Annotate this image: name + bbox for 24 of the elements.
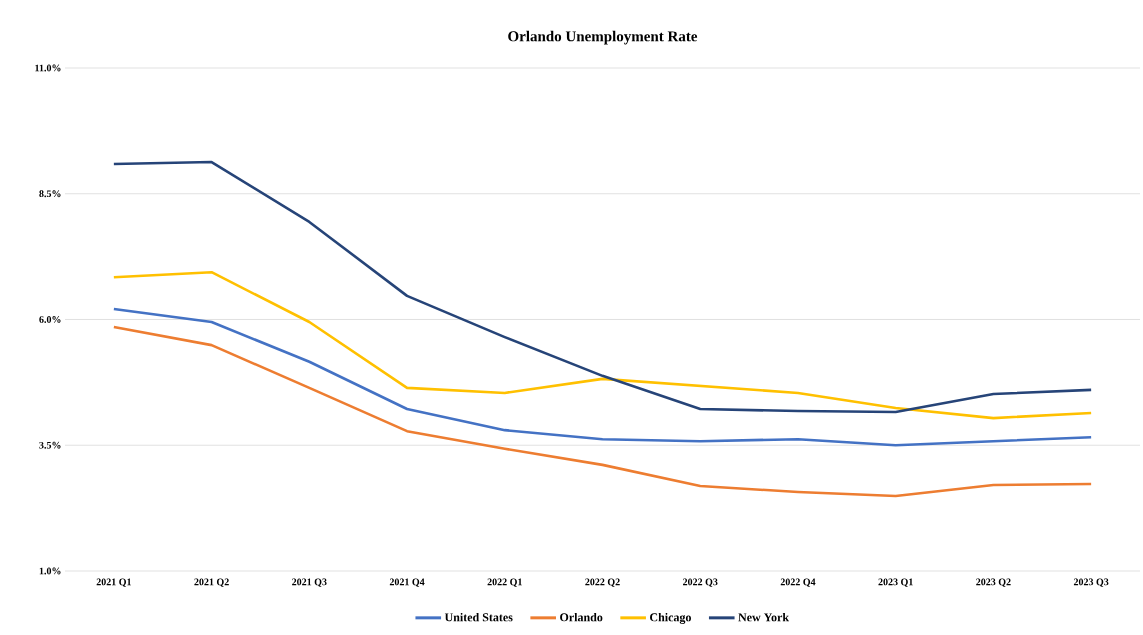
y-tick-label: 11.0% [35,64,61,72]
legend-label: Orlando [560,612,603,622]
x-tick-label: 2021 Q4 [389,578,425,587]
x-tick-label: 2022 Q3 [683,578,718,587]
x-tick-label: 2023 Q2 [976,578,1011,587]
x-tick-label: 2023 Q1 [878,578,913,587]
chart-title: Orlando Unemployment Rate [508,30,698,45]
line-series [112,307,1093,447]
x-tick-label: 2022 Q1 [487,578,522,587]
y-tick-label: 8.5% [39,190,61,198]
y-tick-label: 6.0% [39,316,61,323]
x-tick-label: 2021 Q3 [292,578,327,587]
line-series [112,160,1093,414]
x-tick-label: 2021 Q1 [96,578,131,587]
legend-label: Chicago [650,612,691,624]
legend-label: United States [444,612,513,622]
x-tick-label: 2022 Q2 [585,578,620,587]
line-series [112,325,1093,498]
y-tick-label: 1.0% [39,567,61,575]
y-tick-label: 3.5% [39,441,61,449]
x-tick-label: 2023 Q3 [1073,578,1109,587]
x-tick-label: 2022 Q4 [780,578,816,587]
x-tick-label: 2021 Q2 [194,578,229,587]
legend-label: New York [738,612,790,622]
